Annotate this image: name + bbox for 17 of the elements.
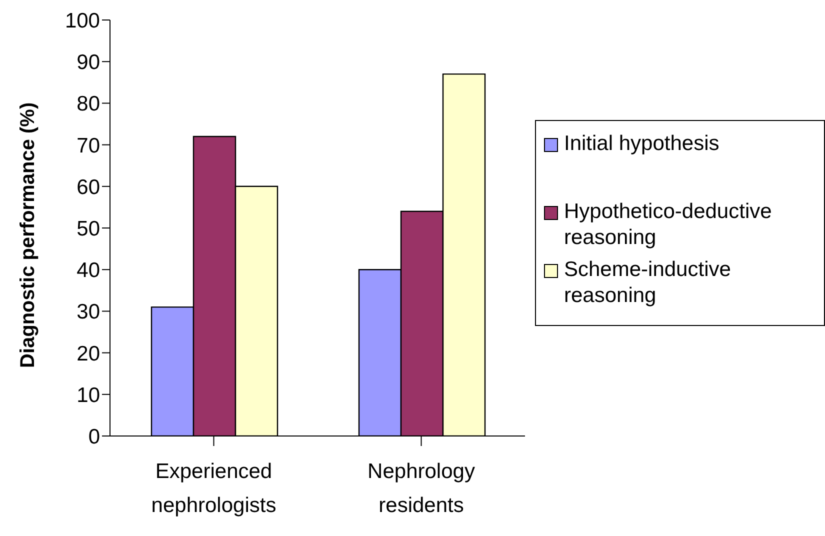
y-tick-label: 60 bbox=[76, 176, 100, 199]
x-tick-label: Experienced nephrologists bbox=[151, 460, 276, 517]
y-tick-label: 80 bbox=[76, 92, 100, 116]
y-tick-label: 20 bbox=[76, 342, 100, 366]
y-tick-label: 0 bbox=[88, 425, 100, 448]
y-tick-label: 30 bbox=[76, 300, 100, 324]
legend-label: Scheme-inductive reasoning bbox=[564, 257, 732, 309]
y-tick-label: 100 bbox=[64, 9, 100, 32]
y-tick-label: 50 bbox=[76, 217, 100, 240]
y-tick-label: 10 bbox=[76, 384, 100, 407]
y-tick-label: 70 bbox=[76, 134, 100, 158]
legend-label: Initial hypothesis bbox=[564, 131, 720, 157]
y-axis-title: Diagnostic performance (%) bbox=[17, 102, 40, 368]
y-tick-label: 90 bbox=[76, 51, 100, 74]
x-tick-label: Nephrology residents bbox=[368, 460, 476, 517]
legend-label: Hypothetico-deductive reasoning bbox=[564, 199, 773, 251]
y-tick-label: 40 bbox=[76, 259, 100, 282]
